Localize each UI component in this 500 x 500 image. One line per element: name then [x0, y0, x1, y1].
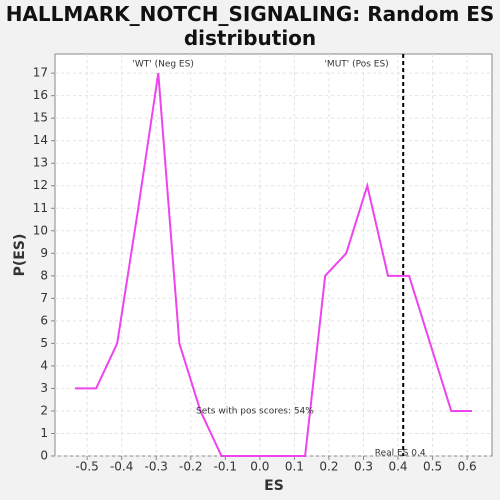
y-tick-label: 7 — [40, 291, 48, 305]
x-tick-label: 0.0 — [250, 460, 269, 474]
y-tick-label: 3 — [40, 381, 48, 395]
y-tick-label: 2 — [40, 403, 48, 417]
x-tick-label: 0.4 — [388, 460, 407, 474]
plot-area — [54, 53, 493, 457]
y-tick-label: 11 — [33, 201, 48, 215]
chart-title: HALLMARK_NOTCH_SIGNALING: Random ES dist… — [5, 2, 495, 50]
y-tick-label: 14 — [33, 133, 48, 147]
x-tick-label: 0.2 — [319, 460, 338, 474]
x-tick-label: 0.5 — [423, 460, 442, 474]
x-tick-label: -0.3 — [145, 460, 168, 474]
annotation: Sets with pos scores: 54% — [196, 407, 314, 417]
x-tick-label: -0.5 — [75, 460, 98, 474]
y-axis-label: P(ES) — [12, 234, 28, 277]
y-tick-label: 6 — [40, 313, 48, 327]
x-axis-label: ES — [264, 478, 284, 494]
y-tick-label: 16 — [33, 88, 48, 102]
y-tick-label: 12 — [33, 178, 48, 192]
y-tick-label: 17 — [33, 66, 48, 80]
x-tick-label: 0.3 — [354, 460, 373, 474]
x-tick-label: 0.6 — [458, 460, 477, 474]
y-tick-label: 9 — [40, 246, 48, 260]
y-tick-label: 4 — [40, 358, 48, 372]
x-tick-label: -0.1 — [214, 460, 237, 474]
y-tick-label: 15 — [33, 111, 48, 125]
real-es-label: Real ES 0.4 — [375, 449, 426, 459]
pos-label: 'MUT' (Pos ES) — [324, 60, 388, 70]
es-line — [75, 72, 472, 457]
y-tick-label: 0 — [40, 449, 48, 463]
x-tick-label: -0.2 — [179, 460, 202, 474]
x-tick-label: 0.1 — [285, 460, 304, 474]
y-tick-label: 13 — [33, 156, 48, 170]
y-tick-label: 8 — [40, 268, 48, 282]
neg-label: 'WT' (Neg ES) — [132, 60, 193, 70]
y-tick-label: 10 — [33, 223, 48, 237]
y-tick-label: 1 — [40, 426, 48, 440]
y-tick-label: 5 — [40, 336, 48, 350]
x-tick-label: -0.4 — [110, 460, 133, 474]
